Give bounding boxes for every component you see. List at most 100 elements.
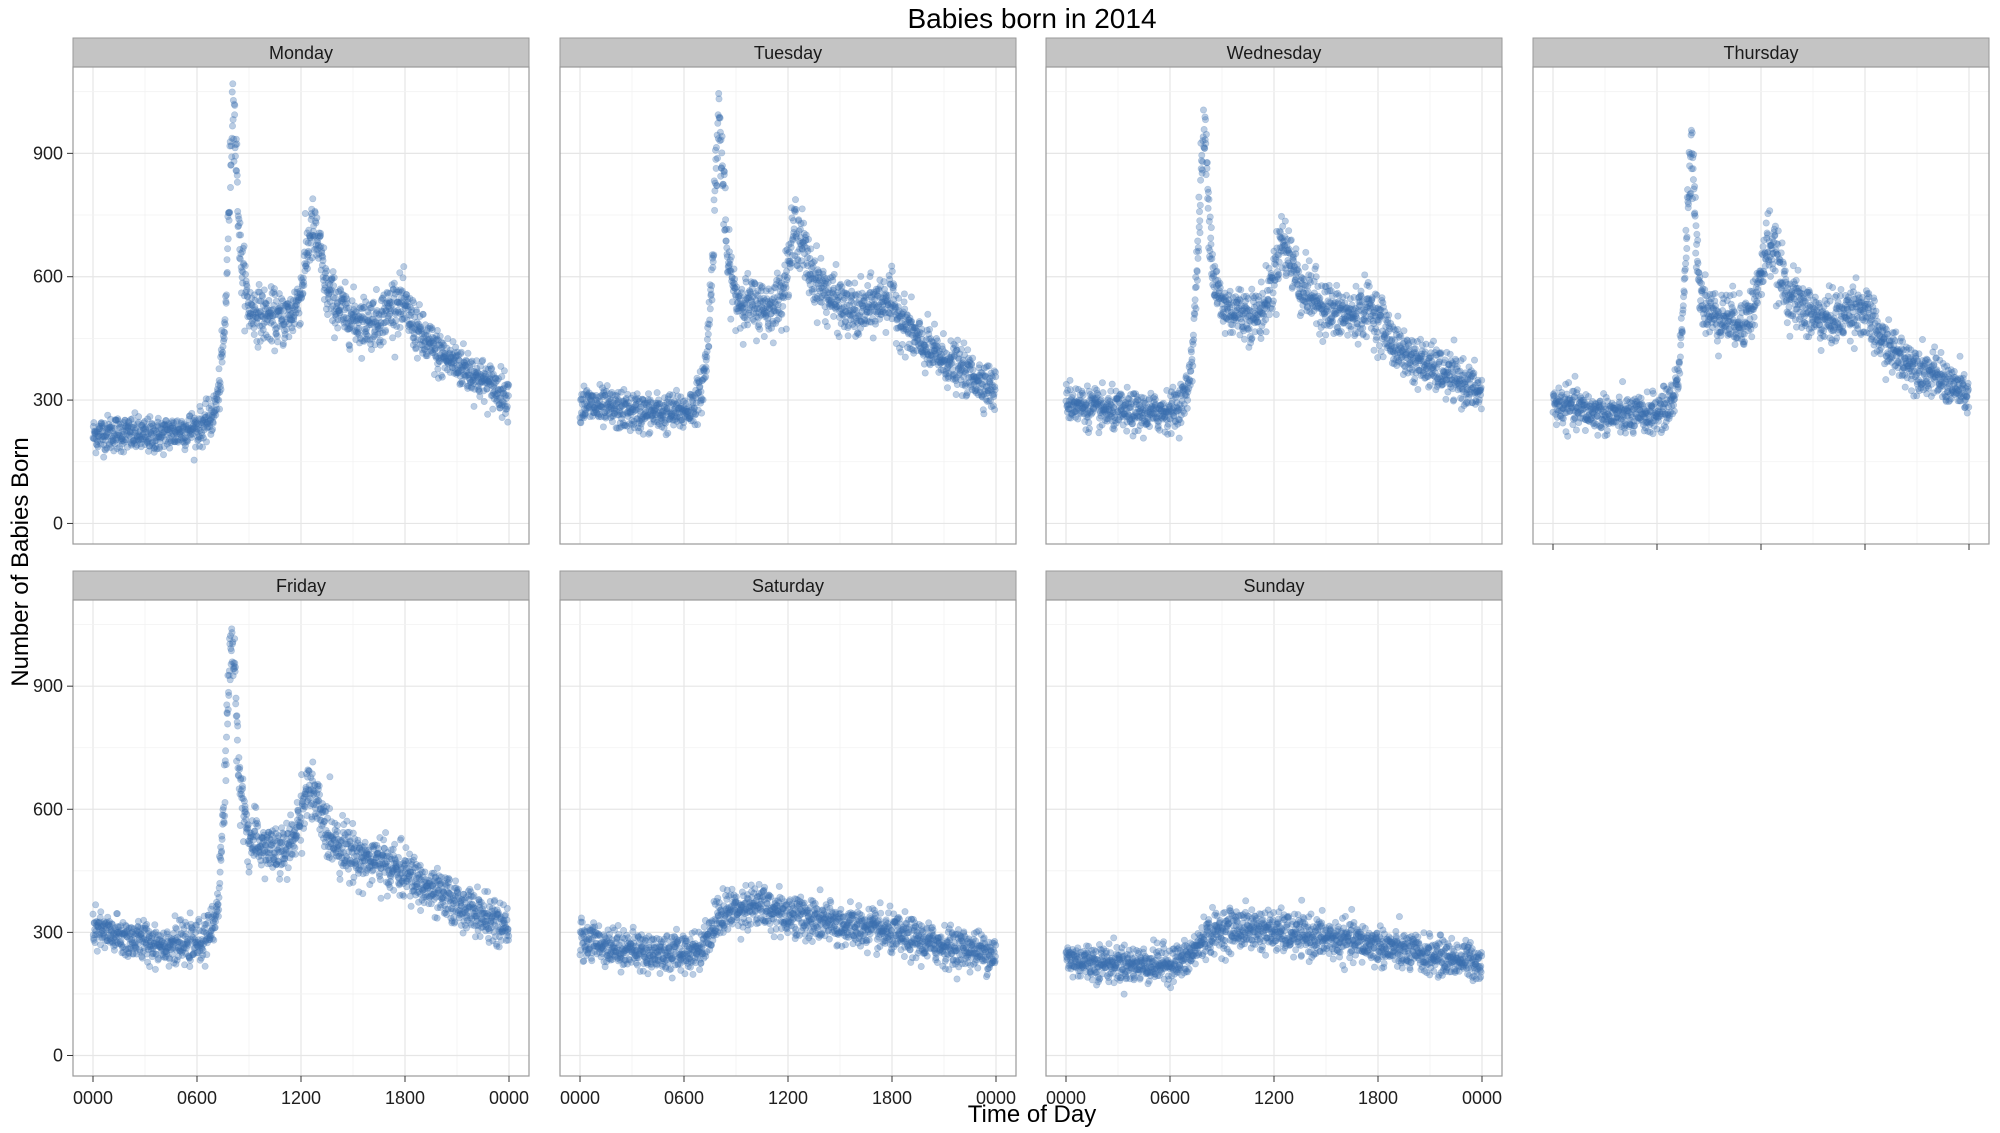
data-point [106,441,114,449]
data-point [823,322,831,330]
data-point [153,421,161,429]
data-point [168,432,176,440]
data-point [1677,341,1685,349]
data-point [231,152,239,160]
data-point [153,445,161,453]
data-point [299,289,307,297]
data-point [132,432,140,440]
data-point [176,429,184,437]
data-point [119,427,127,435]
data-point [782,325,790,333]
data-point [1195,193,1203,201]
data-point [725,226,733,234]
data-point [108,437,116,445]
data-point [164,438,172,446]
data-point [242,270,250,278]
data-point [1477,384,1485,392]
data-point [731,275,739,283]
data-point [133,441,141,449]
data-point [163,421,171,429]
data-point [379,338,387,346]
data-point [785,291,793,299]
data-point [159,429,167,437]
data-point [324,310,332,318]
data-point [223,291,231,299]
data-point [303,264,311,272]
data-point [382,326,390,334]
data-point [151,426,159,434]
data-point [173,424,181,432]
data-point [124,424,132,432]
y-tick-label: 0 [53,513,63,533]
data-point [143,439,151,447]
data-point [95,422,103,430]
data-point [137,440,145,448]
data-point [143,423,151,431]
data-point [107,432,115,440]
data-point [93,428,101,436]
data-point [209,419,217,427]
data-point [131,436,139,444]
data-point [1203,159,1211,167]
data-point [99,428,107,436]
data-point [1193,276,1201,284]
data-point [864,281,872,289]
data-point [1188,377,1196,385]
data-point [1662,424,1670,432]
data-point [136,426,144,434]
data-point [720,168,728,176]
data-point [1573,386,1581,394]
data-point [125,417,133,425]
data-point [1681,274,1689,282]
data-point [168,417,176,425]
data-point [139,431,147,439]
data-point [104,425,112,433]
data-point [1682,226,1690,234]
data-point [172,418,180,426]
data-point [710,196,718,204]
panel-thursday: Thursday [1532,37,1990,550]
data-point [1565,379,1573,387]
data-point [118,435,126,443]
data-point [320,244,328,252]
data-point [317,229,325,237]
data-point [1177,419,1185,427]
data-point [179,435,187,443]
data-point [1200,106,1208,114]
data-point [644,390,652,398]
data-point [419,310,427,318]
data-point [1622,429,1630,437]
data-point [1361,271,1369,279]
data-point [844,332,852,340]
data-point [830,270,838,278]
data-point [1671,391,1679,399]
data-point [413,354,421,362]
data-point [140,425,148,433]
data-point [175,424,183,432]
data-point [142,428,150,436]
data-point [1209,250,1217,258]
data-point [1202,116,1210,124]
data-point [1183,404,1191,412]
data-point [1678,328,1686,336]
data-point [1203,164,1211,172]
data-point [653,389,661,397]
data-point [1694,259,1702,267]
data-point [1316,330,1324,338]
data-point [926,325,934,333]
data-point [141,417,149,425]
data-point [319,257,327,265]
data-point [169,422,177,430]
data-point [1248,285,1256,293]
data-point [173,430,181,438]
data-point [120,428,128,436]
data-point [243,282,251,290]
data-point [295,309,303,317]
data-point [1216,284,1224,292]
data-point [126,428,134,436]
data-point [1594,431,1602,439]
data-point [219,348,227,356]
data-point [1394,312,1402,320]
data-point [1262,328,1270,336]
data-point [122,427,130,435]
